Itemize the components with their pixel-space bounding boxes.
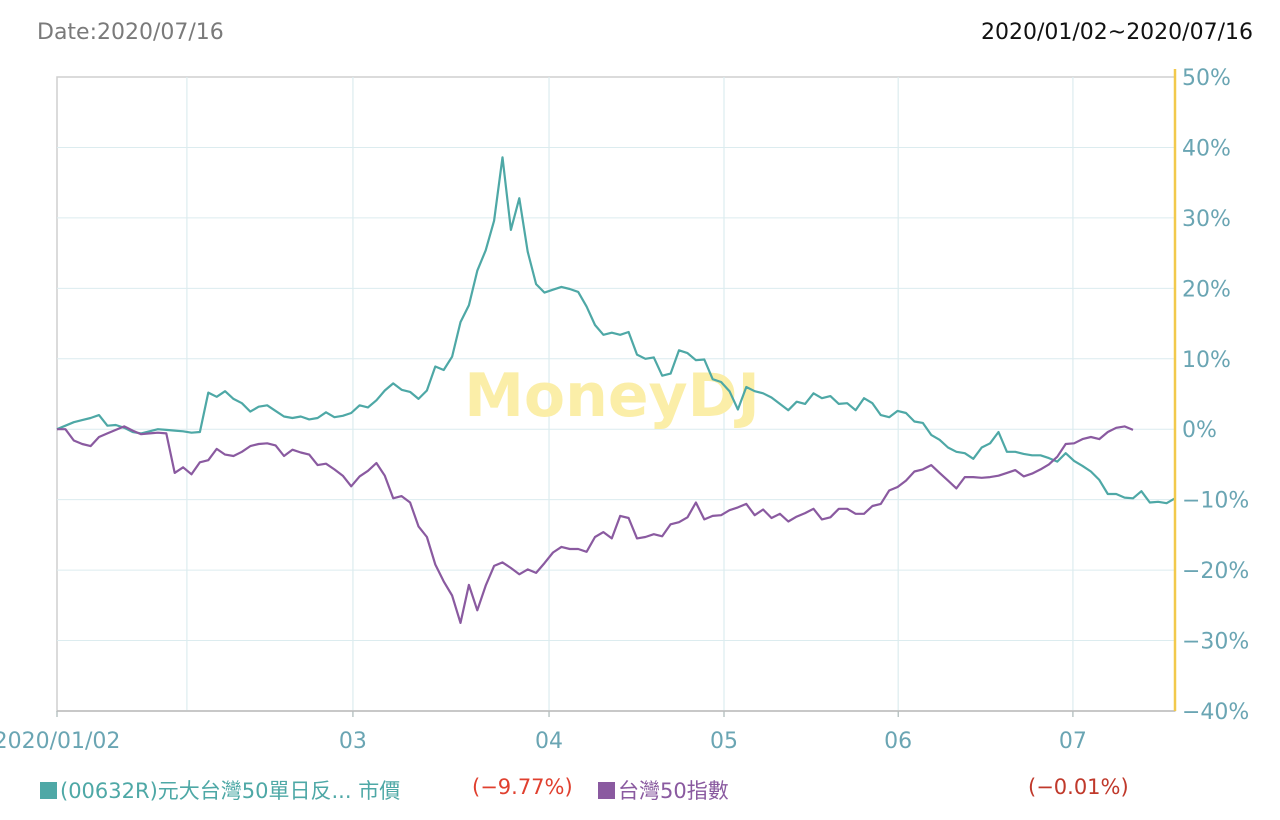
legend-swatch-taiwan50 [598, 782, 615, 799]
legend: (00632R)元大台灣50單日反... 市價 (−9.77%) 台灣50指數 … [0, 775, 1280, 805]
chart-date-label: Date:2020/07/16 [37, 20, 224, 45]
y-tick-label: −40% [1182, 700, 1249, 725]
legend-change-00632r: (−9.77%) [472, 775, 573, 799]
y-tick-label: −10% [1182, 489, 1249, 514]
y-tick-label: 20% [1182, 277, 1231, 302]
y-tick-label: 0% [1182, 418, 1217, 443]
legend-item-taiwan50[interactable]: 台灣50指數 [598, 775, 729, 805]
x-tick-label: 04 [535, 729, 563, 754]
y-tick-label: 30% [1182, 207, 1231, 232]
x-tick-label: 2020/01/02 [0, 729, 120, 754]
series-line-taiwan50 [57, 425, 1134, 625]
watermark: MoneyDJ [464, 361, 760, 431]
y-tick-label: −30% [1182, 630, 1249, 655]
x-tick-label: 05 [710, 729, 738, 754]
legend-swatch-00632r [40, 782, 57, 799]
y-tick-label: 10% [1182, 348, 1231, 373]
x-tick-label: 06 [884, 729, 912, 754]
series-line-00632r [56, 156, 1176, 505]
x-tick-label: 03 [339, 729, 367, 754]
x-tick-label: 07 [1059, 729, 1087, 754]
y-tick-label: 40% [1182, 136, 1231, 161]
y-tick-label: −20% [1182, 559, 1249, 584]
legend-item-00632r[interactable]: (00632R)元大台灣50單日反... 市價 [40, 775, 400, 805]
legend-label-taiwan50: 台灣50指數 [618, 779, 729, 803]
y-tick-label: 50% [1182, 66, 1231, 91]
legend-change-taiwan50: (−0.01%) [1028, 775, 1129, 799]
date-range-label: 2020/01/02~2020/07/16 [980, 20, 1253, 45]
legend-label-00632r: (00632R)元大台灣50單日反... 市價 [60, 779, 401, 803]
